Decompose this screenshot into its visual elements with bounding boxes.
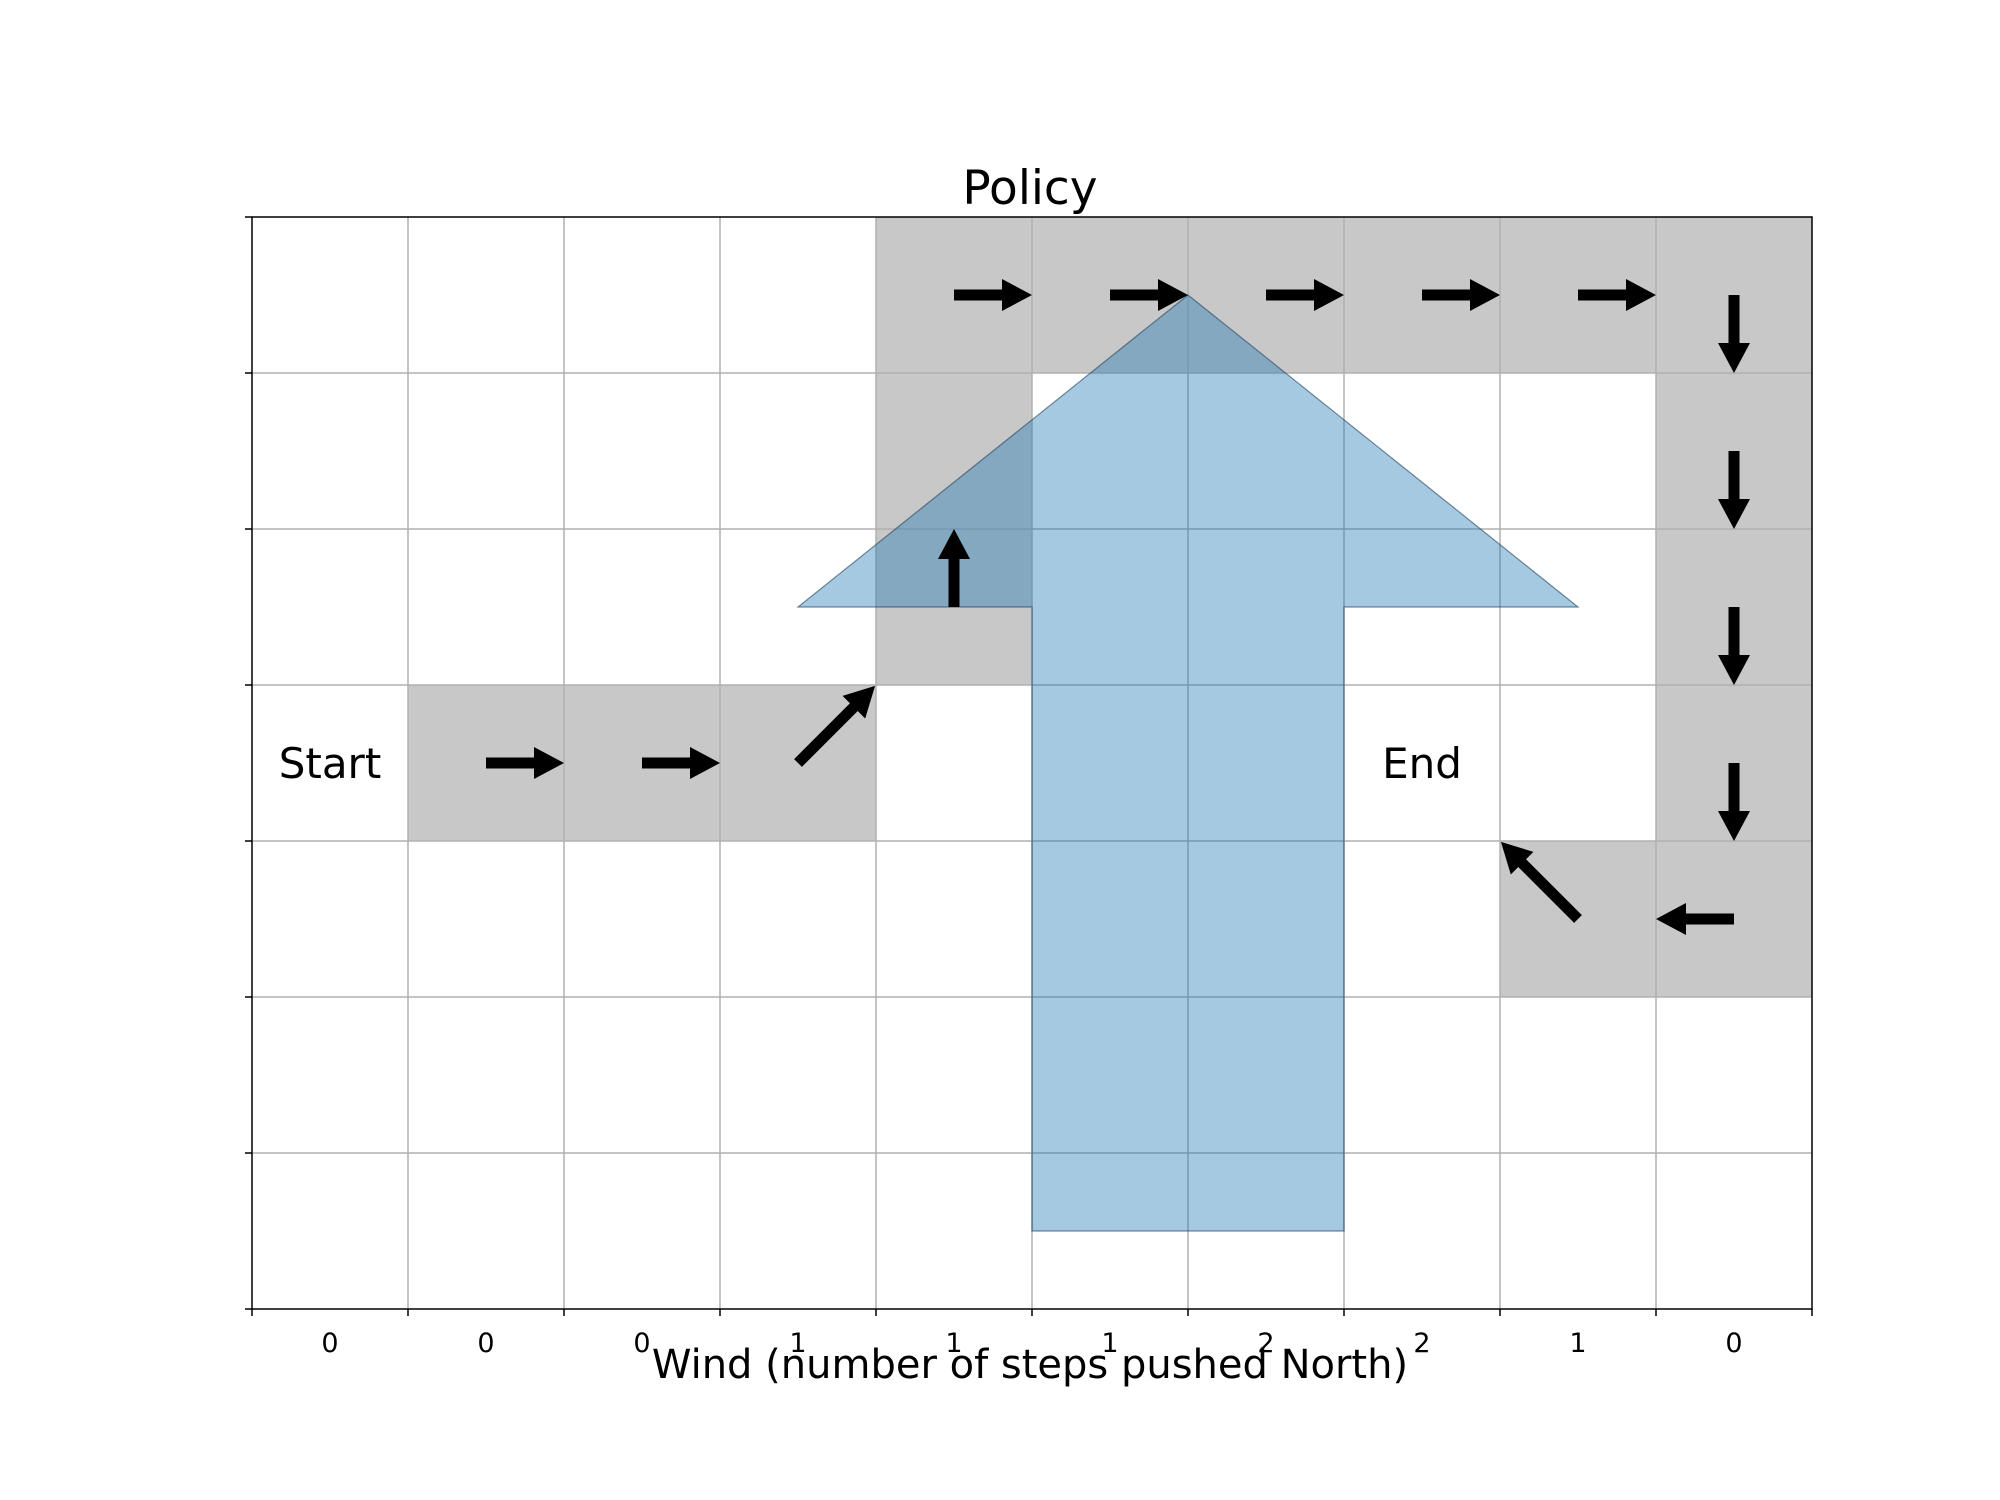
policy-arrow-w (1656, 903, 1734, 935)
policy-arrows (486, 279, 1750, 935)
policy-arrow-e (1578, 279, 1656, 311)
policy-arrow-s (1718, 607, 1750, 685)
policy-arrow-e (1266, 279, 1344, 311)
wind-arrow (796, 294, 1580, 1232)
cell-labels: Start End (279, 739, 1462, 788)
wind-tick-label: 0 (1725, 1328, 1742, 1359)
wind-tick-label: 1 (1569, 1328, 1586, 1359)
wind-tick-label: 2 (1257, 1328, 1274, 1359)
wind-tick-label: 1 (1101, 1328, 1118, 1359)
policy-arrow-e (954, 279, 1032, 311)
wind-tick-label: 0 (321, 1328, 338, 1359)
start-label: Start (279, 739, 382, 788)
policy-arrow-e (486, 747, 564, 779)
policy-arrow-e (642, 747, 720, 779)
policy-arrow-e (1110, 279, 1188, 311)
wind-tick-label: 0 (633, 1328, 650, 1359)
path-cell (876, 373, 1032, 529)
policy-arrow-n (938, 529, 970, 607)
end-label: End (1382, 739, 1462, 788)
policy-arrow-s (1718, 763, 1750, 841)
policy-arrow-s (1718, 451, 1750, 529)
wind-tick-label: 2 (1413, 1328, 1430, 1359)
x-axis-label: Wind (number of steps pushed North) (652, 1342, 1408, 1388)
policy-arrow-s (1718, 295, 1750, 373)
wind-direction-arrow (796, 294, 1580, 1232)
policy-arrow-nw (1500, 841, 1582, 923)
wind-tick-label: 1 (945, 1328, 962, 1359)
wind-tick-label: 0 (477, 1328, 494, 1359)
diagram-title: Policy (962, 161, 1097, 216)
policy-arrow-e (1422, 279, 1500, 311)
policy-arrow-ne (794, 685, 876, 767)
x-axis: 0 0 0 1 1 1 2 2 1 0 (245, 216, 1813, 1359)
wind-tick-label: 1 (789, 1328, 806, 1359)
